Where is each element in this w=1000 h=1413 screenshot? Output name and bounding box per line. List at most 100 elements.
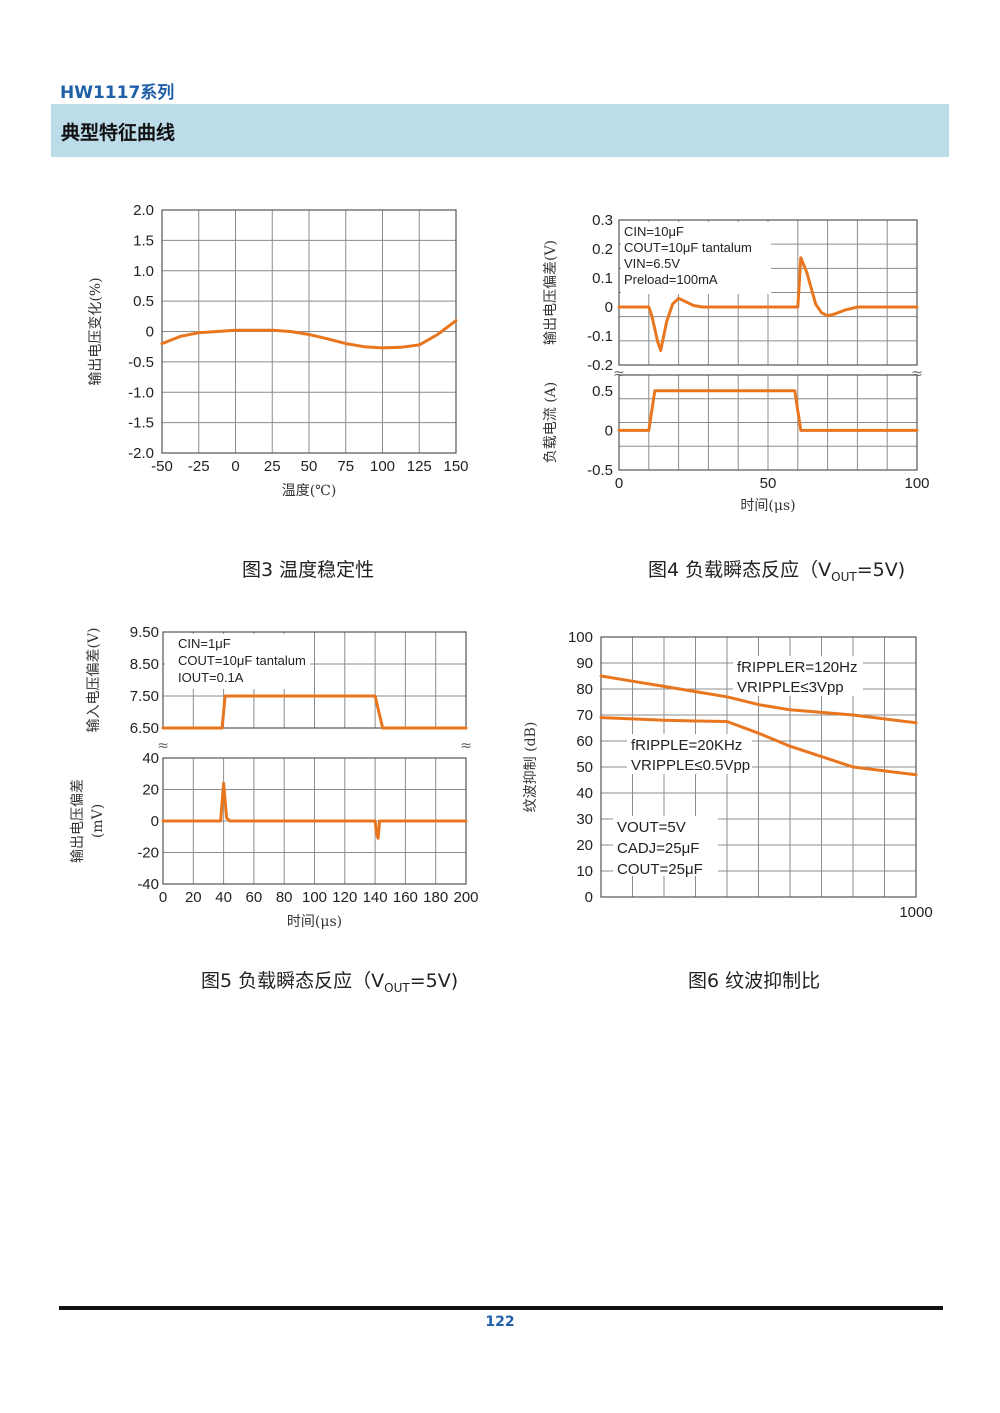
fig5-x-tick-label: 80 <box>276 889 293 906</box>
fig6-y-tick-label: 60 <box>576 733 593 750</box>
fig6-y-tick-label: 50 <box>576 759 593 776</box>
fig3-x-tick-label: 50 <box>301 458 318 475</box>
fig6-series-line <box>599 716 918 777</box>
fig3-y-tick-label: 1.5 <box>133 232 154 249</box>
fig6-y-axis-label: 纹波抑制 (dB) <box>523 722 539 813</box>
fig4-x-tick-label: 0 <box>615 475 623 492</box>
fig5-y-tick-label: 9.50 <box>130 624 159 641</box>
caption-fig4-sub: OUT <box>831 569 857 584</box>
fig3-y-tick-label: -1.0 <box>128 384 154 401</box>
fig4-bottom-frame <box>618 374 918 471</box>
fig5-x-axis-label: 时间(μs) <box>287 914 342 930</box>
fig3-y-tick-label: -0.5 <box>128 354 154 371</box>
fig3-y-tick-label: 2.0 <box>133 202 154 219</box>
fig5-x-tick-label: 40 <box>215 889 232 906</box>
fig6-series-line <box>599 674 918 725</box>
fig6-series-label: fRIPPLE=20KHz <box>631 737 742 754</box>
fig5-axis-break-icon: ≈ <box>460 738 472 754</box>
section-header-bar: 典型特征曲线 <box>51 104 949 157</box>
fig3-x-tick-label: 0 <box>231 458 239 475</box>
fig4-top-frame <box>618 219 918 366</box>
fig5-top-y-axis-label: 输入电压偏差(V) <box>86 627 102 732</box>
caption-fig4-tail: =5V) <box>856 559 906 581</box>
series-title: HW1117系列 <box>60 83 175 103</box>
fig4-y-tick-label: -0.5 <box>587 462 613 479</box>
fig6-series-label: VRIPPLE≤3Vpp <box>737 679 844 696</box>
fig5-annotation: IOUT=0.1A <box>178 670 244 685</box>
fig4-annotation-box <box>621 222 771 294</box>
fig5-x-tick-label: 160 <box>393 889 418 906</box>
fig4-y-tick-label: -0.2 <box>587 357 613 374</box>
fig4-x-tick-label: 100 <box>904 475 929 492</box>
fig4-bottom-y-axis-label: 负载电流 (A) <box>543 382 559 463</box>
fig5-y-tick-label: 0 <box>151 813 159 830</box>
fig6-y-tick-label: 90 <box>576 655 593 672</box>
fig4-y-tick-label: 0.3 <box>592 212 613 229</box>
fig4-annotation: COUT=10μF tantalum <box>624 240 752 255</box>
caption-fig6: 图6 纹波抑制比 <box>688 970 821 992</box>
fig4-annotation: CIN=10μF <box>624 224 684 239</box>
fig5-top-frame <box>162 631 467 729</box>
chart-fig4-load-transient: 0.30.20.10-0.1-0.20.50-0.50 50 100≈ ≈CIN=10… <box>543 212 930 514</box>
fig4-voltage-line <box>617 256 919 352</box>
fig3-x-tick-label: -50 <box>151 458 173 475</box>
fig6-label-bg <box>627 734 752 774</box>
fig3-x-tick-label: 150 <box>443 458 468 475</box>
fig3-x-tick-label: 125 <box>407 458 432 475</box>
fig5-output-deviation-line <box>161 781 468 840</box>
fig6-y-tick-label: 70 <box>576 707 593 724</box>
caption-fig3: 图3 温度稳定性 <box>242 559 375 581</box>
fig3-plot-frame <box>161 209 457 454</box>
fig6-y-tick-label: 10 <box>576 863 593 880</box>
fig5-x-tick-label: 20 <box>185 889 202 906</box>
fig6-y-tick-label: 80 <box>576 681 593 698</box>
fig6-annotation: VOUT=5V <box>617 819 686 836</box>
fig5-input-voltage-line <box>161 694 468 730</box>
fig6-y-tick-label: 100 <box>568 629 593 646</box>
fig6-label-bg <box>613 816 718 876</box>
fig5-y-tick-label: 7.50 <box>130 688 159 705</box>
fig4-x-tick-label: 50 <box>760 475 777 492</box>
fig4-annotation: VIN=6.5V <box>624 256 680 271</box>
fig3-x-tick-label: 75 <box>337 458 354 475</box>
fig3-y-tick-label: -2.0 <box>128 445 154 462</box>
caption-fig4: 图4 负载瞬态反应（VOUT=5V) <box>648 555 905 584</box>
section-title: 典型特征曲线 <box>61 122 176 144</box>
fig5-y-tick-label: 8.50 <box>130 656 159 673</box>
fig4-y-tick-label: 0.2 <box>592 241 613 258</box>
fig4-y-tick-label: 0 <box>605 422 613 439</box>
fig4-x-axis-label: 时间(μs) <box>740 498 795 514</box>
caption-fig5: 图5 负载瞬态反应（VOUT=5V) <box>201 966 458 995</box>
fig3-y-tick-label: 1.0 <box>133 263 154 280</box>
fig3-y-tick-label: -1.5 <box>128 415 154 432</box>
fig5-y-tick-label: 6.50 <box>130 720 159 737</box>
caption-fig5-text: 图5 负载瞬态反应（V <box>201 970 385 992</box>
fig5-x-tick-label: 140 <box>363 889 388 906</box>
fig6-x-tick-label: 1000 <box>899 904 932 921</box>
caption-fig4-text: 图4 负载瞬态反应（V <box>648 559 832 581</box>
fig6-label-bg <box>733 656 863 696</box>
fig4-current-line <box>617 389 919 432</box>
fig4-y-tick-label: 0.5 <box>592 383 613 400</box>
fig3-x-tick-label: -25 <box>188 458 210 475</box>
fig4-y-tick-label: 0.1 <box>592 270 613 287</box>
chart-fig6-ripple-rejection: 10090807060504030201001000fRIPPLER=120Hz… <box>523 629 933 921</box>
footer-rule <box>59 1306 943 1310</box>
fig5-axis-break-icon: ≈ <box>157 738 169 754</box>
fig6-annotation: COUT=25μF <box>617 861 703 878</box>
fig6-series-label: VRIPPLE≤0.5Vpp <box>631 757 750 774</box>
caption-fig5-tail: =5V) <box>409 970 459 992</box>
fig3-y-tick-label: 0.5 <box>133 293 154 310</box>
fig5-bottom-y-axis-label: 输出电压偏差 <box>70 779 86 863</box>
fig3-series-line <box>160 319 458 350</box>
fig5-x-tick-label: 0 <box>159 889 167 906</box>
fig6-plot-frame <box>600 636 917 898</box>
fig5-y-tick-label: -40 <box>137 876 159 893</box>
fig3-x-tick-label: 100 <box>370 458 395 475</box>
fig5-y-tick-label: 20 <box>142 782 159 799</box>
fig4-y-tick-label: -0.1 <box>587 328 613 345</box>
fig5-x-tick-label: 180 <box>423 889 448 906</box>
fig6-y-tick-label: 20 <box>576 837 593 854</box>
fig5-annotation: COUT=10μF tantalum <box>178 653 306 668</box>
fig3-y-tick-label: 0 <box>146 324 154 341</box>
